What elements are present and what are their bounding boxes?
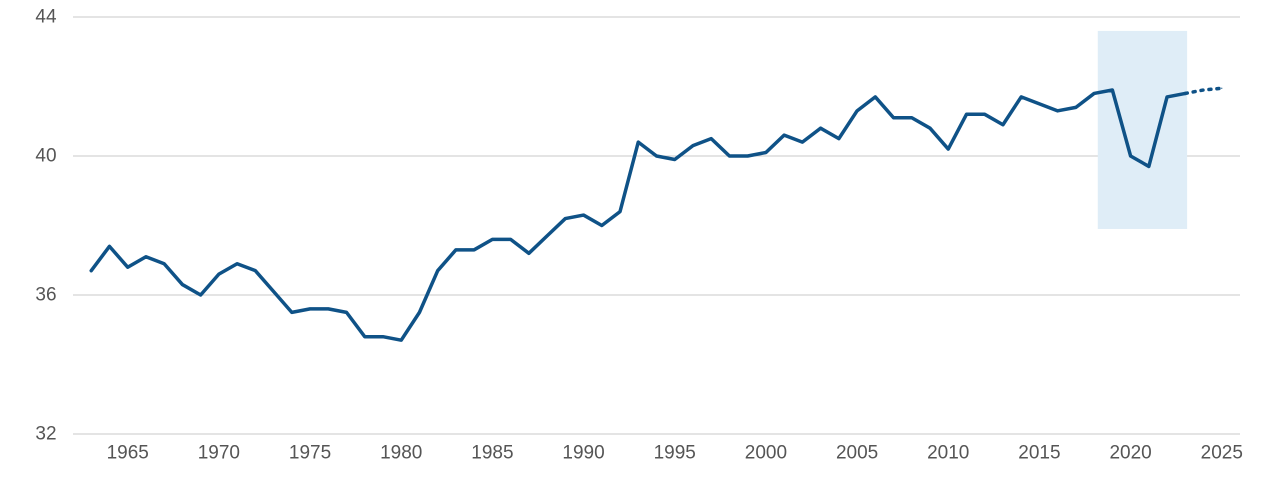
data-point: [637, 141, 639, 143]
data-point: [911, 117, 913, 119]
data-point: [127, 266, 129, 268]
data-point: [856, 110, 858, 112]
data-point: [528, 252, 530, 254]
highlight-band: [1097, 30, 1188, 229]
data-point: [218, 273, 220, 275]
projected-data-point: [1221, 87, 1223, 89]
data-point: [1111, 89, 1113, 91]
data-point: [1002, 124, 1004, 126]
data-point: [692, 144, 694, 147]
data-point: [655, 155, 658, 157]
data-point: [327, 308, 329, 310]
x-tick-label: 1980: [380, 443, 422, 464]
data-point: [254, 270, 256, 272]
y-tick-label: 40: [35, 146, 56, 167]
y-tick-label: 44: [35, 7, 57, 28]
gridlines: [73, 16, 1240, 435]
x-axis-tick-labels: 1965 1970 1975 1980 1985 1990 1995 2000 2005 2010…: [107, 443, 1243, 464]
x-tick-label: 1990: [562, 443, 604, 464]
data-point: [510, 238, 512, 240]
data-point: [181, 283, 184, 286]
highlight-band-layer: [1097, 30, 1188, 229]
data-point: [455, 249, 457, 251]
x-tick-label: 2000: [745, 443, 787, 464]
data-point: [564, 217, 566, 220]
data-point: [345, 311, 348, 313]
y-tick-label: 36: [35, 285, 56, 306]
projected-data-point: [1184, 92, 1186, 95]
x-tick-label: 2015: [1018, 443, 1060, 464]
data-point: [765, 151, 767, 154]
series-line: [89, 88, 1188, 342]
data-point: [838, 138, 840, 140]
x-tick-label: 1985: [471, 443, 513, 464]
projected-series-line: [1183, 86, 1224, 96]
data-point: [674, 158, 676, 161]
projected-data-point: [1202, 89, 1205, 91]
data-point: [546, 235, 548, 237]
x-tick-label: 1970: [198, 443, 240, 464]
y-tick-label: 32: [35, 424, 56, 445]
data-point: [1057, 110, 1059, 112]
series-layer: [89, 86, 1224, 342]
data-point: [801, 141, 803, 143]
data-point: [437, 270, 439, 272]
data-point: [309, 308, 311, 310]
data-point: [145, 256, 147, 258]
data-point: [965, 113, 968, 115]
data-point: [90, 270, 92, 272]
x-tick-label: 2005: [836, 443, 878, 464]
data-point: [874, 96, 876, 98]
data-point: [163, 263, 165, 265]
data-point: [947, 148, 949, 150]
x-tick-label: 2025: [1201, 443, 1243, 464]
data-point: [418, 311, 421, 313]
data-point: [582, 214, 585, 216]
data-point: [364, 336, 366, 338]
data-point: [728, 155, 731, 157]
data-point: [1166, 96, 1168, 98]
data-point: [272, 290, 275, 293]
data-point: [382, 336, 384, 338]
x-tick-label: 2020: [1109, 443, 1151, 464]
data-point: [491, 238, 493, 240]
data-point: [1093, 92, 1095, 95]
data-point: [601, 224, 603, 227]
data-point: [747, 155, 749, 157]
data-point: [1129, 155, 1132, 157]
data-point: [820, 127, 822, 129]
data-point: [1020, 96, 1022, 98]
x-tick-label: 1965: [107, 443, 149, 464]
data-point: [1148, 165, 1150, 168]
x-tick-label: 1975: [289, 443, 331, 464]
data-point: [1038, 103, 1041, 105]
data-point: [619, 211, 621, 213]
data-point: [473, 249, 475, 251]
data-point: [783, 134, 785, 136]
data-point: [291, 311, 293, 313]
data-point: [236, 263, 238, 265]
x-tick-label: 1995: [654, 443, 696, 464]
data-point: [108, 245, 111, 247]
data-point: [892, 117, 895, 119]
data-point: [984, 113, 986, 115]
data-point: [200, 294, 202, 296]
data-point: [929, 127, 931, 129]
x-tick-label: 2010: [927, 443, 969, 464]
y-axis-tick-labels: 32 36 40 44: [35, 7, 57, 445]
data-point: [400, 339, 402, 341]
data-point: [710, 138, 712, 140]
data-point: [1075, 106, 1077, 108]
